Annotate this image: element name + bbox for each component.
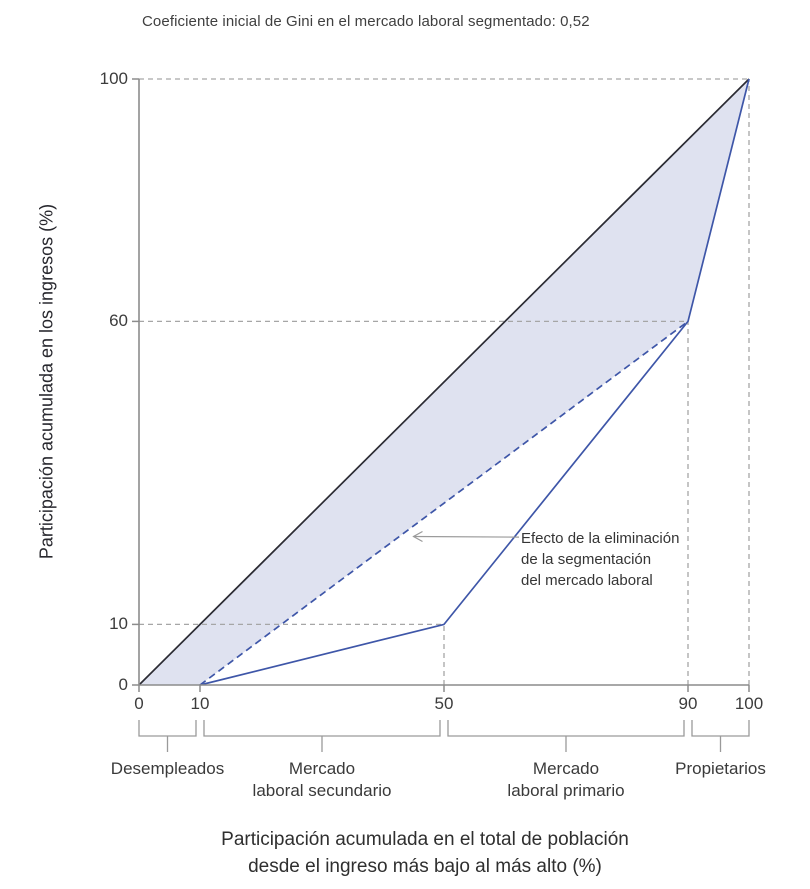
x-axis-label-line1: Participación acumulada en el total de p… [221, 829, 629, 850]
bracket-label-2: Mercado laboral primario [507, 758, 624, 802]
bracket-label-line: Mercado [288, 759, 356, 778]
bracket-label-line: laboral primario [507, 781, 625, 800]
annotation-line: del mercado laboral [521, 572, 653, 589]
segment-bracket-1 [203, 720, 441, 752]
x-tick-label: 100 [734, 694, 764, 713]
bracket-label-line: Propietarios [675, 759, 766, 778]
bracket-label-1: Mercado laboral secundario [253, 758, 392, 802]
y-tick-label: 10 [109, 614, 128, 634]
segment-bracket-3 [691, 720, 750, 752]
bracket-label-line: laboral secundario [252, 781, 392, 800]
annotation-line: Efecto de la eliminación [521, 530, 680, 547]
annotation-text: Efecto de la eliminación de la segmentaci… [521, 528, 679, 591]
segment-bracket-0 [138, 720, 197, 752]
annotation-arrow-line [413, 535, 520, 538]
chart-title: Coeficiente inicial de Gini en el mercad… [142, 13, 590, 30]
x-axis-label: Participación acumulada en el total de p… [20, 826, 810, 880]
bracket-label-line: Desempleados [110, 759, 225, 778]
bracket-label-0: Desempleados [111, 758, 224, 780]
x-axis-label-line2: desde el ingreso más bajo al más alto (%… [248, 856, 602, 877]
y-tick-label: 0 [118, 675, 128, 694]
segment-bracket-2 [447, 720, 685, 752]
annotation-line: de la segmentación [521, 551, 652, 568]
annotation-arrowhead-icon [412, 531, 423, 543]
y-axis-label: Participación acumulada en los ingresos … [36, 203, 57, 560]
y-tick-label: 100 [99, 69, 128, 88]
x-tick-label: 90 [678, 694, 698, 713]
perfect-equality-line [138, 78, 750, 686]
bracket-label-3: Propietarios [675, 758, 766, 780]
y-tick-label: 60 [109, 311, 128, 331]
bracket-label-line: Mercado [532, 759, 600, 778]
lorenz-curve-desegmented [199, 320, 689, 686]
x-tick-label: 10 [190, 694, 210, 713]
lorenz-curve-segmented [199, 78, 750, 686]
x-tick-label: 0 [134, 694, 144, 713]
x-tick-label: 50 [434, 694, 454, 713]
